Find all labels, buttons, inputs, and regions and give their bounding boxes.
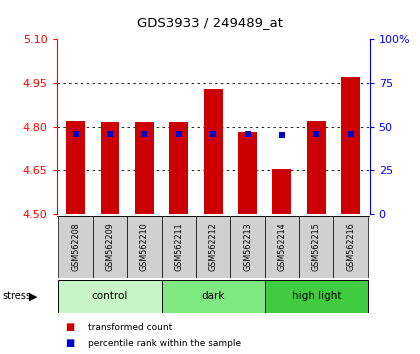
Bar [100,122,119,214]
Text: stress: stress [2,291,31,302]
Bar [58,216,93,278]
Text: GSM562211: GSM562211 [174,223,183,271]
Bar [238,132,257,214]
Text: ■: ■ [65,338,74,348]
Bar [299,216,333,278]
Bar [162,216,196,278]
Bar [93,216,127,278]
Bar [204,88,223,214]
Bar [162,280,265,313]
Bar [307,121,326,214]
Bar [127,216,162,278]
Bar [230,216,265,278]
Text: GDS3933 / 249489_at: GDS3933 / 249489_at [137,16,283,29]
Text: transformed count: transformed count [88,323,173,332]
Bar [58,280,162,313]
Bar [196,216,230,278]
Text: GSM562208: GSM562208 [71,223,80,271]
Text: ■: ■ [65,322,74,332]
Bar [273,169,291,214]
Text: GSM562215: GSM562215 [312,223,321,271]
Text: GSM562209: GSM562209 [105,223,115,271]
Text: GSM562210: GSM562210 [140,223,149,271]
Text: GSM562212: GSM562212 [209,223,218,271]
Bar [169,122,188,214]
Text: dark: dark [202,291,225,302]
Bar [265,280,368,313]
Text: high light: high light [291,291,341,302]
Bar [333,216,368,278]
Text: percentile rank within the sample: percentile rank within the sample [88,339,242,348]
Text: control: control [92,291,128,302]
Text: GSM562214: GSM562214 [278,223,286,271]
Bar [135,122,154,214]
Bar [265,216,299,278]
Text: GSM562213: GSM562213 [243,223,252,271]
Bar [66,121,85,214]
Bar [341,77,360,214]
Text: ▶: ▶ [29,291,37,302]
Text: GSM562216: GSM562216 [346,223,355,271]
